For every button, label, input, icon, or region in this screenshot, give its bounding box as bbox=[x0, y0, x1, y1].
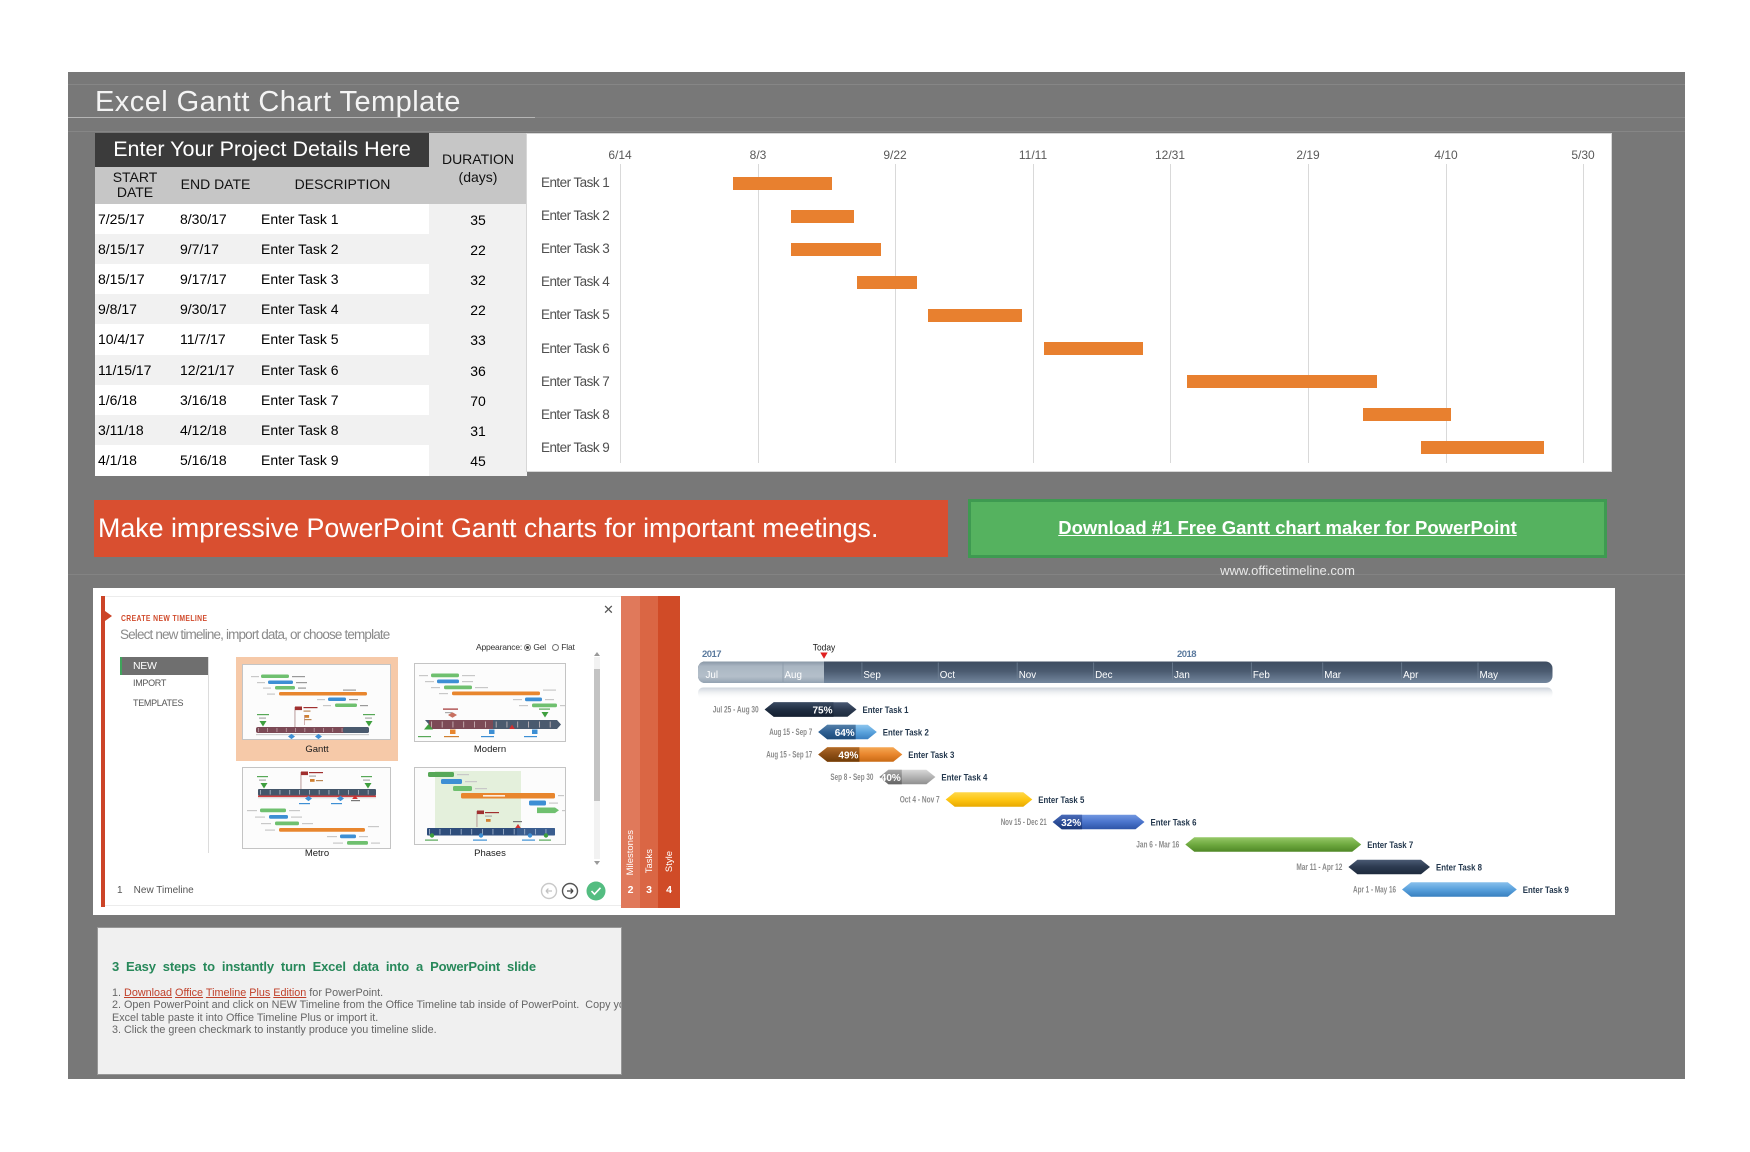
svg-text:Sep: Sep bbox=[863, 670, 881, 681]
svg-text:Jan: Jan bbox=[1174, 670, 1190, 681]
svg-text:Enter Task 2: Enter Task 2 bbox=[883, 728, 929, 739]
svg-text:Oct: Oct bbox=[940, 670, 956, 681]
svg-text:Nov 15 - Dec 21: Nov 15 - Dec 21 bbox=[1001, 817, 1047, 827]
svg-text:Dec: Dec bbox=[1095, 670, 1113, 681]
svg-text:Enter Task 6: Enter Task 6 bbox=[1151, 818, 1197, 829]
svg-text:Enter Task 7: Enter Task 7 bbox=[1367, 840, 1413, 851]
svg-text:Aug 15 - Sep 17: Aug 15 - Sep 17 bbox=[766, 750, 812, 760]
svg-text:Aug 15 - Sep 7: Aug 15 - Sep 7 bbox=[769, 727, 812, 737]
svg-text:May: May bbox=[1480, 670, 1499, 681]
svg-text:Today: Today bbox=[813, 643, 836, 654]
svg-text:Jul: Jul bbox=[706, 670, 719, 681]
svg-text:Jul 25 - Aug 30: Jul 25 - Aug 30 bbox=[713, 705, 759, 715]
svg-text:Enter Task 8: Enter Task 8 bbox=[1436, 863, 1482, 874]
svg-text:49%: 49% bbox=[838, 749, 859, 761]
svg-text:Feb: Feb bbox=[1253, 670, 1270, 681]
svg-text:Nov: Nov bbox=[1019, 670, 1037, 681]
svg-text:Apr: Apr bbox=[1403, 670, 1419, 681]
svg-text:Aug: Aug bbox=[785, 670, 802, 681]
svg-text:64%: 64% bbox=[835, 727, 856, 739]
svg-text:75%: 75% bbox=[813, 704, 834, 716]
svg-text:32%: 32% bbox=[1061, 817, 1082, 829]
svg-text:Jan 6 - Mar 16: Jan 6 - Mar 16 bbox=[1136, 840, 1179, 850]
svg-text:Enter Task 1: Enter Task 1 bbox=[863, 705, 910, 716]
svg-text:Apr 1 - May 16: Apr 1 - May 16 bbox=[1353, 885, 1396, 895]
svg-text:Enter Task 3: Enter Task 3 bbox=[908, 750, 954, 761]
svg-text:40%: 40% bbox=[881, 772, 902, 784]
svg-text:Enter Task 5: Enter Task 5 bbox=[1038, 795, 1085, 806]
svg-text:Mar 11 - Apr 12: Mar 11 - Apr 12 bbox=[1296, 862, 1342, 872]
svg-text:Mar: Mar bbox=[1324, 670, 1342, 681]
svg-text:Enter Task 9: Enter Task 9 bbox=[1523, 885, 1569, 896]
svg-text:Sep 8 - Sep 30: Sep 8 - Sep 30 bbox=[830, 772, 873, 782]
svg-text:2018: 2018 bbox=[1177, 649, 1197, 660]
svg-text:Oct 4 - Nov 7: Oct 4 - Nov 7 bbox=[900, 795, 940, 805]
svg-text:Enter Task 4: Enter Task 4 bbox=[941, 773, 988, 784]
svg-text:2017: 2017 bbox=[702, 649, 722, 660]
